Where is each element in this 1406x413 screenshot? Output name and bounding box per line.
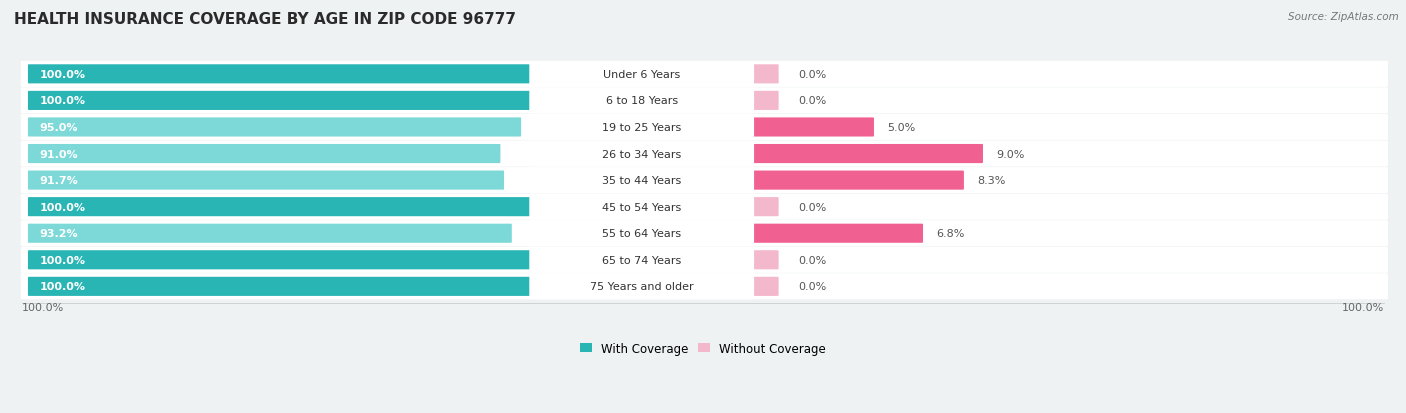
FancyBboxPatch shape (529, 115, 754, 141)
FancyBboxPatch shape (737, 118, 875, 137)
FancyBboxPatch shape (21, 274, 1388, 300)
Text: 5.0%: 5.0% (887, 123, 915, 133)
FancyBboxPatch shape (21, 247, 1388, 273)
FancyBboxPatch shape (737, 277, 779, 296)
Text: 100.0%: 100.0% (39, 70, 86, 80)
FancyBboxPatch shape (737, 251, 779, 270)
FancyBboxPatch shape (28, 224, 512, 243)
FancyBboxPatch shape (21, 88, 1388, 114)
Text: 100.0%: 100.0% (22, 302, 65, 312)
Text: 0.0%: 0.0% (799, 202, 827, 212)
Text: 6 to 18 Years: 6 to 18 Years (606, 96, 678, 106)
Text: 0.0%: 0.0% (799, 96, 827, 106)
Text: 65 to 74 Years: 65 to 74 Years (602, 255, 682, 265)
FancyBboxPatch shape (28, 118, 522, 137)
Text: 9.0%: 9.0% (995, 149, 1025, 159)
Text: 75 Years and older: 75 Years and older (591, 282, 693, 292)
Text: 100.0%: 100.0% (39, 255, 86, 265)
FancyBboxPatch shape (21, 168, 1388, 194)
Text: 95.0%: 95.0% (39, 123, 77, 133)
Text: 6.8%: 6.8% (936, 229, 965, 239)
FancyBboxPatch shape (21, 194, 1388, 220)
Text: 55 to 64 Years: 55 to 64 Years (602, 229, 682, 239)
FancyBboxPatch shape (529, 168, 754, 194)
FancyBboxPatch shape (529, 247, 754, 273)
FancyBboxPatch shape (529, 141, 754, 167)
Text: 91.0%: 91.0% (39, 149, 79, 159)
Text: 35 to 44 Years: 35 to 44 Years (602, 176, 682, 186)
FancyBboxPatch shape (21, 221, 1388, 247)
Text: 0.0%: 0.0% (799, 70, 827, 80)
Text: 93.2%: 93.2% (39, 229, 79, 239)
Text: 100.0%: 100.0% (39, 202, 86, 212)
FancyBboxPatch shape (737, 92, 779, 111)
Text: 100.0%: 100.0% (1341, 302, 1384, 312)
Legend: With Coverage, Without Coverage: With Coverage, Without Coverage (575, 337, 831, 360)
Text: 100.0%: 100.0% (39, 282, 86, 292)
Text: 0.0%: 0.0% (799, 255, 827, 265)
FancyBboxPatch shape (28, 197, 547, 217)
FancyBboxPatch shape (21, 141, 1388, 167)
FancyBboxPatch shape (529, 62, 754, 88)
FancyBboxPatch shape (28, 251, 547, 270)
Text: 45 to 54 Years: 45 to 54 Years (602, 202, 682, 212)
FancyBboxPatch shape (737, 145, 983, 164)
FancyBboxPatch shape (529, 88, 754, 114)
FancyBboxPatch shape (28, 171, 503, 190)
FancyBboxPatch shape (28, 65, 547, 84)
FancyBboxPatch shape (737, 171, 965, 190)
Text: 100.0%: 100.0% (39, 96, 86, 106)
FancyBboxPatch shape (529, 274, 754, 300)
FancyBboxPatch shape (737, 224, 922, 243)
FancyBboxPatch shape (28, 145, 501, 164)
Text: 0.0%: 0.0% (799, 282, 827, 292)
Text: Source: ZipAtlas.com: Source: ZipAtlas.com (1288, 12, 1399, 22)
Text: HEALTH INSURANCE COVERAGE BY AGE IN ZIP CODE 96777: HEALTH INSURANCE COVERAGE BY AGE IN ZIP … (14, 12, 516, 27)
FancyBboxPatch shape (737, 197, 779, 217)
FancyBboxPatch shape (28, 277, 547, 296)
Text: Under 6 Years: Under 6 Years (603, 70, 681, 80)
FancyBboxPatch shape (529, 221, 754, 247)
Text: 26 to 34 Years: 26 to 34 Years (602, 149, 682, 159)
Text: 8.3%: 8.3% (977, 176, 1005, 186)
FancyBboxPatch shape (21, 115, 1388, 141)
FancyBboxPatch shape (21, 62, 1388, 88)
FancyBboxPatch shape (529, 194, 754, 220)
Text: 19 to 25 Years: 19 to 25 Years (602, 123, 682, 133)
FancyBboxPatch shape (28, 92, 547, 111)
FancyBboxPatch shape (737, 65, 779, 84)
Text: 91.7%: 91.7% (39, 176, 79, 186)
